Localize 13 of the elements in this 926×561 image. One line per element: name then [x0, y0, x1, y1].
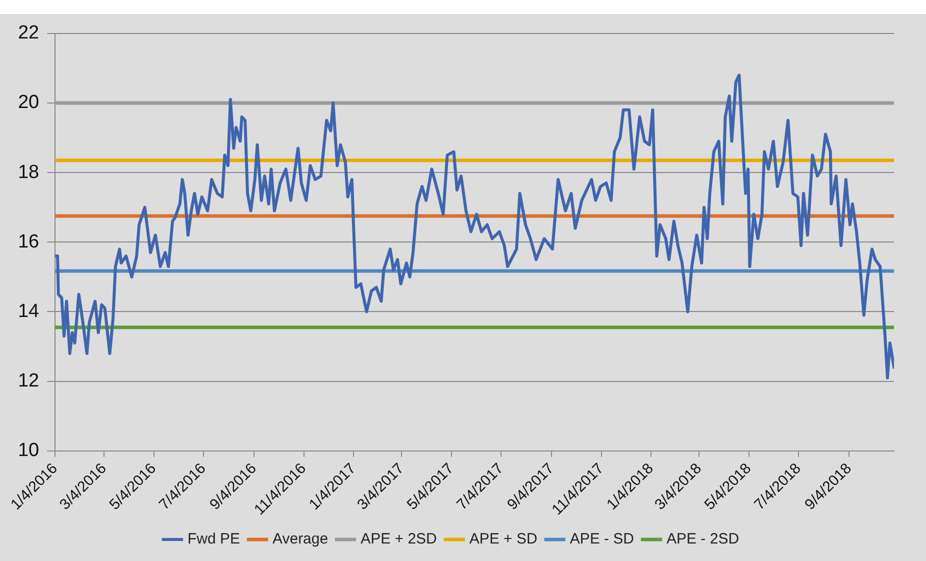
legend-label: APE + 2SD [360, 530, 438, 548]
y-tick-label: 14 [18, 300, 40, 322]
legend-label: APE + SD [469, 530, 538, 548]
y-tick-label: 10 [18, 440, 40, 462]
legend-label: Fwd PE [187, 530, 240, 548]
legend-label: APE - SD [570, 530, 634, 548]
y-tick-label: 20 [18, 92, 40, 114]
y-tick-label: 22 [18, 22, 40, 44]
y-tick-label: 16 [18, 231, 40, 252]
legend-label: APE - 2SD [666, 530, 740, 548]
y-tick-label: 12 [18, 370, 40, 392]
legend-label: Average [272, 530, 328, 548]
y-tick-label: 18 [18, 162, 40, 183]
